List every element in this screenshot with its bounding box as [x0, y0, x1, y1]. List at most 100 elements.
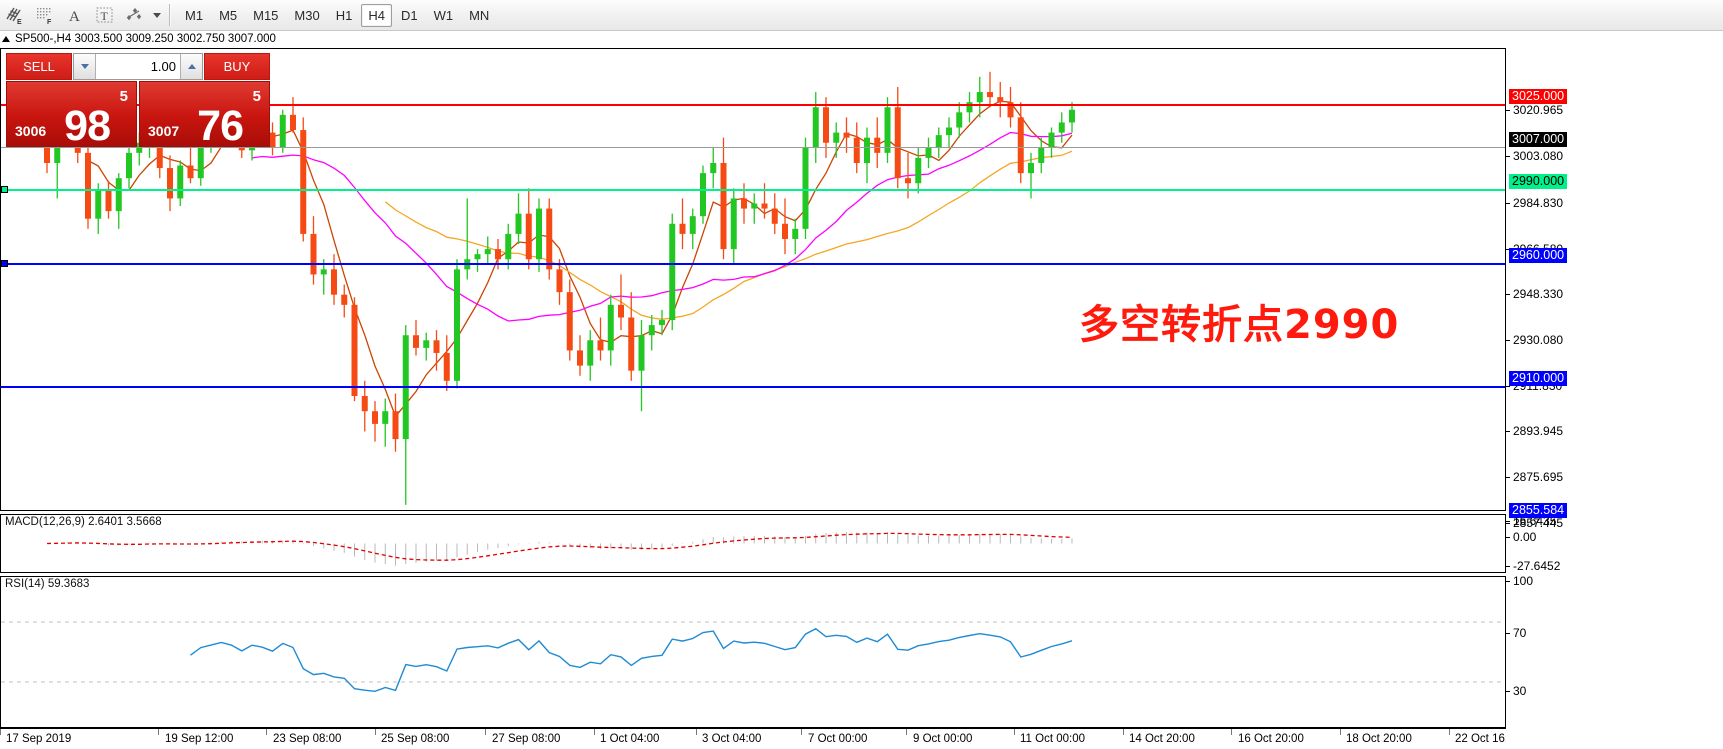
- chart-area: SP500-,H4 3003.500 3009.250 3002.750 300…: [0, 31, 1723, 749]
- timeframe-h1[interactable]: H1: [335, 7, 353, 23]
- candle: [126, 147, 132, 189]
- price-tick: 2948.330: [1506, 287, 1563, 301]
- objects-icon[interactable]: [120, 1, 150, 29]
- volume-increase-button[interactable]: [180, 54, 202, 79]
- price-tag-resistance[interactable]: 3025.000: [1509, 89, 1568, 104]
- candle: [402, 325, 409, 505]
- candle: [269, 122, 276, 156]
- price-tick: 2893.945: [1506, 424, 1563, 438]
- sell-button[interactable]: SELL: [6, 53, 72, 80]
- dropdown-caret-icon[interactable]: [150, 1, 164, 29]
- timeframe-h4[interactable]: H4: [361, 3, 392, 27]
- support-line-2960[interactable]: [1, 263, 1505, 265]
- candle: [689, 208, 696, 250]
- time-tick: [0, 729, 1, 735]
- time-axis[interactable]: 17 Sep 2019 19 Sep 12:00 23 Sep 08:00 25 Se…: [0, 728, 1521, 749]
- candle: [597, 317, 604, 361]
- price-tick: 2875.695: [1506, 470, 1563, 484]
- price-tag-last[interactable]: 3007.000: [1509, 132, 1568, 147]
- timeframe-m5[interactable]: M5: [219, 7, 238, 23]
- text-object-icon[interactable]: T: [90, 1, 120, 29]
- candle: [525, 188, 532, 270]
- resistance-line-3025[interactable]: [1, 104, 1505, 106]
- price-tag-support-2[interactable]: 2910.000: [1509, 371, 1568, 386]
- rsi-pane[interactable]: RSI(14) 59.3683: [0, 576, 1506, 728]
- candle: [802, 137, 809, 239]
- sell-price-box[interactable]: 3006 98 5: [6, 81, 137, 147]
- volume-decrease-button[interactable]: [74, 54, 96, 79]
- chart-annotation-text: 多空转折点2990: [1079, 302, 1400, 348]
- macd-pane[interactable]: MACD(12,26,9) 2.6401 3.5668: [0, 514, 1506, 573]
- one-click-trading-panel[interactable]: SELL 1.00 BUY 3006 98 5 3007 76 5: [6, 53, 270, 147]
- svg-text:F: F: [47, 19, 52, 25]
- candle: [833, 122, 840, 158]
- time-label: 11 Oct 00:00: [1020, 733, 1085, 745]
- timeframe-m1[interactable]: M1: [185, 7, 204, 23]
- sell-price-big: 98: [64, 102, 111, 147]
- pivot-line-2990[interactable]: [1, 189, 1505, 191]
- candle: [823, 97, 829, 158]
- candle: [1038, 137, 1045, 174]
- timeframe-w1[interactable]: W1: [433, 7, 454, 23]
- rsi-plot: [1, 621, 1505, 693]
- text-label-icon[interactable]: A: [60, 1, 90, 29]
- candle: [577, 335, 583, 376]
- candle: [505, 223, 512, 270]
- price-axis[interactable]: 3020.9653003.0802984.8302966.5802948.330…: [1506, 48, 1723, 728]
- timeframe-d1[interactable]: D1: [400, 7, 418, 23]
- timeframe-mn[interactable]: MN: [469, 7, 490, 23]
- indicators-icon[interactable]: E: [0, 1, 30, 29]
- candle: [771, 193, 778, 234]
- time-label: 14 Oct 20:00: [1129, 733, 1195, 745]
- volume-stepper[interactable]: 1.00: [73, 53, 203, 80]
- time-tick: [801, 729, 802, 735]
- rsi-tick: 30: [1506, 684, 1526, 698]
- candle: [792, 218, 799, 255]
- grid-periods-icon[interactable]: F: [30, 1, 60, 29]
- candle: [546, 198, 553, 280]
- price-tag-support-1[interactable]: 2960.000: [1509, 248, 1568, 263]
- buy-price-box[interactable]: 3007 76 5: [139, 81, 270, 147]
- candle: [956, 102, 963, 138]
- macd-label: MACD(12,26,9) 2.6401 3.5668: [5, 516, 162, 528]
- support-line-2960-anchor[interactable]: [1, 260, 8, 267]
- last-price-line-3007[interactable]: [1, 147, 1505, 148]
- svg-text:A: A: [69, 9, 80, 25]
- price-tag-support-3[interactable]: 2855.584: [1509, 503, 1568, 518]
- timeframe-m15[interactable]: M15: [253, 7, 279, 23]
- candle: [341, 284, 348, 318]
- support-line-2910[interactable]: [1, 386, 1505, 388]
- collapse-triangle-icon[interactable]: [2, 36, 10, 42]
- candle: [935, 127, 942, 158]
- caret-down-icon: [80, 64, 89, 69]
- candle: [864, 127, 870, 184]
- timeframe-m30[interactable]: M30: [294, 7, 320, 23]
- price-tick: 3020.965: [1506, 103, 1563, 117]
- candle: [976, 76, 983, 118]
- time-label: 18 Oct 20:00: [1346, 733, 1412, 745]
- candle: [638, 320, 645, 412]
- candle: [85, 135, 91, 229]
- toolbar-separator: [169, 4, 171, 26]
- candle: [628, 292, 635, 381]
- time-label: 19 Sep 12:00: [165, 733, 234, 745]
- candle: [95, 183, 102, 234]
- pivot-line-2990-anchor[interactable]: [1, 186, 8, 193]
- candle: [659, 309, 665, 336]
- price-tag-pivot[interactable]: 2990.000: [1509, 174, 1568, 189]
- candle: [1017, 102, 1024, 184]
- volume-input[interactable]: 1.00: [150, 59, 176, 74]
- time-tick: [594, 729, 595, 735]
- price-tick: 2857.445: [1506, 516, 1563, 530]
- candle: [556, 259, 563, 305]
- candle: [1007, 86, 1014, 128]
- candle: [115, 173, 122, 229]
- candle: [720, 137, 727, 260]
- time-label: 17 Sep 2019: [6, 733, 72, 745]
- candle: [177, 160, 184, 207]
- time-label: 22 Oct 16:00: [1455, 733, 1521, 745]
- candle: [884, 97, 891, 163]
- buy-button[interactable]: BUY: [204, 53, 270, 80]
- candle: [997, 81, 1004, 118]
